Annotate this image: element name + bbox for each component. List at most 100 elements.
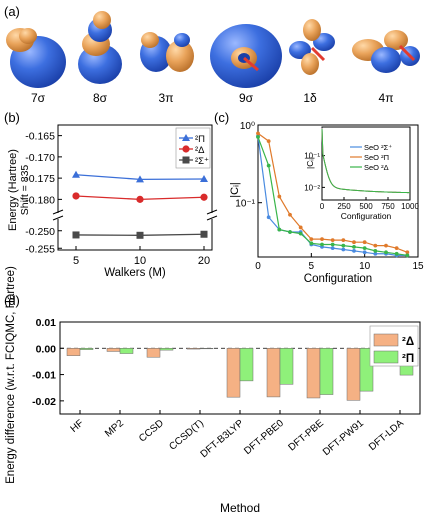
data-point [373, 243, 378, 248]
y-tick-label: -0.01 [32, 370, 56, 382]
data-point [394, 251, 399, 256]
data-point [200, 230, 208, 238]
data-point [405, 250, 410, 255]
data-point [373, 248, 378, 253]
y-tick-label: -0.255 [25, 243, 55, 255]
x-tick-label: 5 [309, 261, 315, 272]
legend-label: ²Δ [195, 145, 205, 156]
data-point [136, 231, 144, 239]
bar [306, 348, 321, 399]
panel-label-c: (c) [214, 110, 229, 125]
legend-marker [182, 156, 190, 164]
x-tick-label: DFT-B3LYP [199, 418, 247, 460]
y-tick-label: 10⁰ [240, 121, 255, 132]
data-point [330, 242, 335, 247]
legend-label: ²Δ [402, 336, 414, 348]
data-point [330, 238, 335, 243]
axis-break-mark [206, 209, 218, 215]
data-point [309, 241, 314, 246]
bar [346, 348, 361, 401]
inset-x-tick-label: 0 [320, 202, 325, 211]
data-point [341, 243, 346, 248]
axis-break-mark [52, 215, 64, 221]
x-tick-label: 5 [73, 255, 79, 267]
bar [239, 348, 254, 382]
orbital-1delta-image [289, 19, 335, 75]
data-point [384, 250, 388, 255]
x-tick-label: 20 [198, 255, 210, 267]
x-tick-label: 10 [134, 255, 146, 267]
legend-label: ²Σ⁺ [195, 156, 209, 167]
bar [146, 348, 161, 358]
data-point [266, 215, 271, 220]
data-point [330, 246, 335, 251]
orbital-label: 7σ [31, 91, 46, 105]
x-tick-label: HF [69, 418, 86, 435]
inset-legend-label: SeO ²Σ⁺ [364, 143, 392, 152]
legend-swatch [373, 350, 399, 364]
axis-break-gap [52, 213, 218, 219]
data-point [320, 242, 324, 247]
x-axis-label: Walkers (M) [104, 267, 166, 279]
data-point [394, 246, 399, 251]
data-point [277, 194, 282, 199]
data-point [352, 244, 356, 249]
data-point [136, 195, 144, 203]
inset-legend-label: SeO ²Δ [364, 163, 389, 172]
y-tick-label: 10⁻¹ [235, 199, 255, 210]
data-point [72, 170, 80, 178]
inset-x-axis-label: Configuration [341, 211, 392, 221]
bar [79, 348, 94, 350]
orbital-4pi-image [352, 30, 420, 73]
inset-x-tick-label: 750 [381, 202, 395, 211]
legend-label: ²Π [402, 353, 414, 365]
legend: ²Δ ²Π [369, 325, 419, 367]
chart-panel-d: 0.01 0.00 -0.01 -0.02 HF MP2 CCSD CCSD(T)DFT-B3… [5, 266, 421, 515]
data-point [266, 139, 271, 144]
y-tick-label: -0.180 [25, 194, 55, 206]
bar [319, 348, 334, 395]
data-point [373, 251, 378, 256]
data-point [352, 240, 356, 245]
orbital-label: 4π [379, 91, 394, 105]
y-tick-label: 0.00 [36, 343, 57, 355]
axis-break-mark [52, 209, 64, 215]
data-point [298, 231, 303, 236]
y-tick-label: -0.165 [25, 131, 55, 143]
panel-label-d: (d) [4, 293, 20, 308]
x-tick-label: 0 [255, 261, 261, 272]
legend-marker [182, 134, 190, 141]
orbital-label: 8σ [93, 91, 108, 105]
inset-x-tick-label: 250 [337, 202, 351, 211]
y-tick-label: -0.250 [25, 226, 55, 238]
legend-swatch [373, 333, 399, 347]
panel-label-a: (a) [4, 4, 20, 19]
data-point [288, 230, 292, 234]
shift-annotation: Shift = 835 [19, 165, 31, 216]
inset-legend-label: SeO ²Π [364, 153, 389, 162]
y-tick-label: -0.175 [25, 173, 55, 185]
data-point [256, 135, 260, 139]
orbital-9sigma-image [210, 24, 282, 88]
bar [226, 348, 241, 398]
chart-panel-b: -0.165 -0.170 -0.175 -0.180 -0.250 -0.255 5 10 2… [7, 124, 218, 279]
data-point [362, 250, 367, 255]
data-point [362, 246, 367, 251]
orbital-label: 3π [159, 91, 174, 105]
data-point [362, 240, 367, 245]
data-point [341, 238, 346, 243]
x-axis-label: Configuration [304, 273, 372, 285]
legend-marker [182, 145, 190, 153]
data-point [298, 225, 303, 230]
orbital-7sigma-image [6, 28, 66, 88]
orbital-label: 1δ [303, 91, 317, 105]
y-axis-label: Energy (Hartree) [7, 149, 19, 231]
inset-y-axis-label: |Cᵢ| [305, 157, 315, 169]
x-tick-label: DFT-LDA [367, 418, 406, 453]
bar [266, 348, 281, 398]
axis-break-mark [206, 215, 218, 221]
data-point [200, 193, 208, 201]
x-tick-label: DFT-PBE0 [242, 418, 286, 457]
